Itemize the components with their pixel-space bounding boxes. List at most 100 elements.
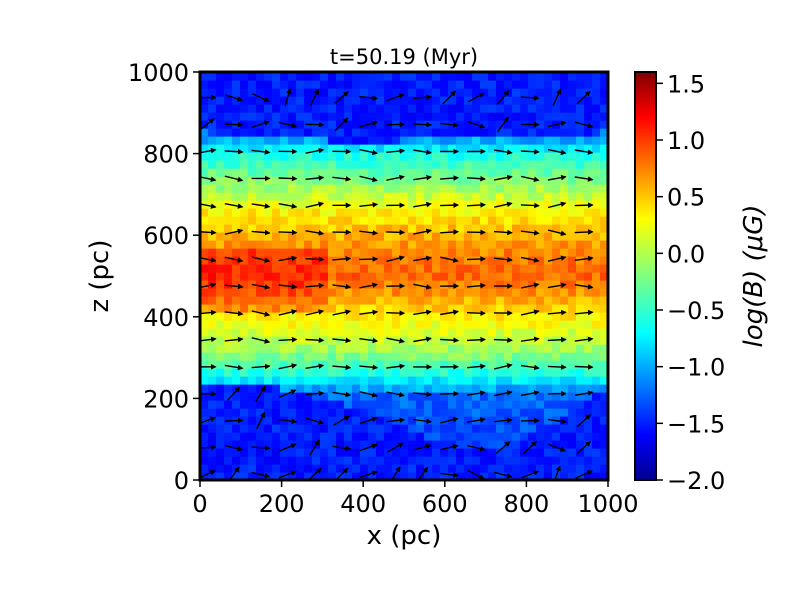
heatmap-cell	[464, 72, 473, 81]
heatmap-cell	[200, 352, 209, 361]
heatmap-cell	[248, 192, 257, 201]
heatmap-cell	[600, 168, 608, 177]
heatmap-cell	[576, 160, 585, 169]
heatmap-cell	[408, 392, 417, 401]
field-arrow	[440, 443, 459, 451]
heatmap-cell	[600, 432, 608, 441]
heatmap-cell	[584, 376, 593, 385]
heatmap-cell	[464, 352, 473, 361]
heatmap-cell	[544, 384, 553, 393]
heatmap-cell	[488, 304, 497, 313]
heatmap-cell	[496, 456, 505, 465]
heatmap-cell	[368, 328, 377, 337]
heatmap-cell	[224, 96, 233, 105]
heatmap-cell	[568, 408, 577, 417]
heatmap-cell	[560, 216, 569, 225]
heatmap-cell	[576, 392, 585, 401]
field-arrow	[359, 391, 378, 398]
heatmap-cell	[400, 240, 409, 249]
heatmap-cell	[328, 440, 337, 449]
heatmap-cell	[320, 136, 329, 145]
heatmap-cell	[216, 424, 225, 433]
heatmap-cell	[288, 288, 297, 297]
heatmap-cell	[328, 304, 337, 313]
heatmap-cell	[344, 440, 353, 449]
heatmap-cell	[320, 456, 329, 465]
heatmap-cell	[560, 192, 569, 201]
heatmap-cell	[376, 280, 385, 289]
heatmap-cell	[296, 176, 305, 185]
heatmap-cell	[368, 400, 377, 409]
heatmap-cell	[320, 160, 329, 169]
heatmap-cell	[248, 208, 257, 217]
heatmap-cell	[592, 304, 601, 313]
heatmap-cell	[496, 184, 505, 193]
heatmap-cell	[576, 448, 585, 457]
heatmap-cell	[536, 240, 545, 249]
heatmap-cell	[240, 184, 249, 193]
heatmap-cell	[376, 128, 385, 137]
heatmap-cell	[464, 248, 473, 257]
heatmap-cell	[528, 128, 537, 137]
heatmap-cell	[320, 408, 329, 417]
heatmap-cell	[304, 440, 313, 449]
heatmap-cell	[256, 472, 265, 480]
heatmap-cell	[296, 440, 305, 449]
heatmap-cell	[344, 328, 353, 337]
heatmap-cell	[432, 456, 441, 465]
heatmap-cell	[472, 240, 481, 249]
heatmap-cell	[336, 72, 345, 81]
heatmap-cell	[400, 216, 409, 225]
heatmap-cell	[384, 288, 393, 297]
field-arrow	[224, 94, 244, 102]
heatmap-cell	[376, 304, 385, 313]
heatmap-cell	[240, 376, 249, 385]
heatmap-cell	[560, 160, 569, 169]
heatmap-cell	[328, 456, 337, 465]
heatmap-cell	[488, 344, 497, 353]
heatmap-cell	[432, 320, 441, 329]
heatmap-cell	[224, 312, 233, 321]
heatmap-cell	[280, 208, 289, 217]
heatmap-cell	[560, 376, 569, 385]
heatmap-cell	[424, 328, 433, 337]
heatmap-cell	[408, 224, 417, 233]
heatmap-cell	[488, 264, 497, 273]
field-arrow	[386, 148, 406, 154]
heatmap-cell	[432, 432, 441, 441]
heatmap-cell	[520, 152, 529, 161]
heatmap-cell	[472, 216, 481, 225]
heatmap-cell	[344, 168, 353, 177]
heatmap-cell	[344, 120, 353, 129]
field-arrow	[224, 203, 244, 209]
heatmap-cell	[576, 288, 585, 297]
heatmap-cell	[504, 424, 513, 433]
heatmap-cell	[200, 128, 209, 137]
heatmap-cell	[352, 360, 361, 369]
heatmap-cell	[512, 400, 521, 409]
heatmap-cell	[248, 120, 257, 129]
heatmap-cell	[512, 376, 521, 385]
heatmap-cell	[464, 232, 473, 241]
heatmap-cell	[480, 368, 489, 377]
heatmap-cell	[240, 248, 249, 257]
heatmap-cell	[520, 280, 529, 289]
heatmap-cell	[528, 184, 537, 193]
heatmap-cell	[584, 456, 593, 465]
heatmap-cell	[416, 168, 425, 177]
heatmap-cell	[432, 376, 441, 385]
heatmap-cell	[560, 328, 569, 337]
heatmap-cell	[312, 128, 321, 137]
heatmap-cell	[544, 448, 553, 457]
heatmap-cell	[280, 288, 289, 297]
heatmap-cell	[224, 424, 233, 433]
heatmap-cell	[568, 312, 577, 321]
heatmap-cell	[224, 408, 233, 417]
heatmap-cell	[544, 328, 553, 337]
heatmap-cell	[488, 376, 497, 385]
heatmap-cell	[408, 144, 417, 153]
heatmap-cell	[216, 96, 225, 105]
heatmap-cell	[440, 272, 449, 281]
heatmap-cell	[240, 408, 249, 417]
